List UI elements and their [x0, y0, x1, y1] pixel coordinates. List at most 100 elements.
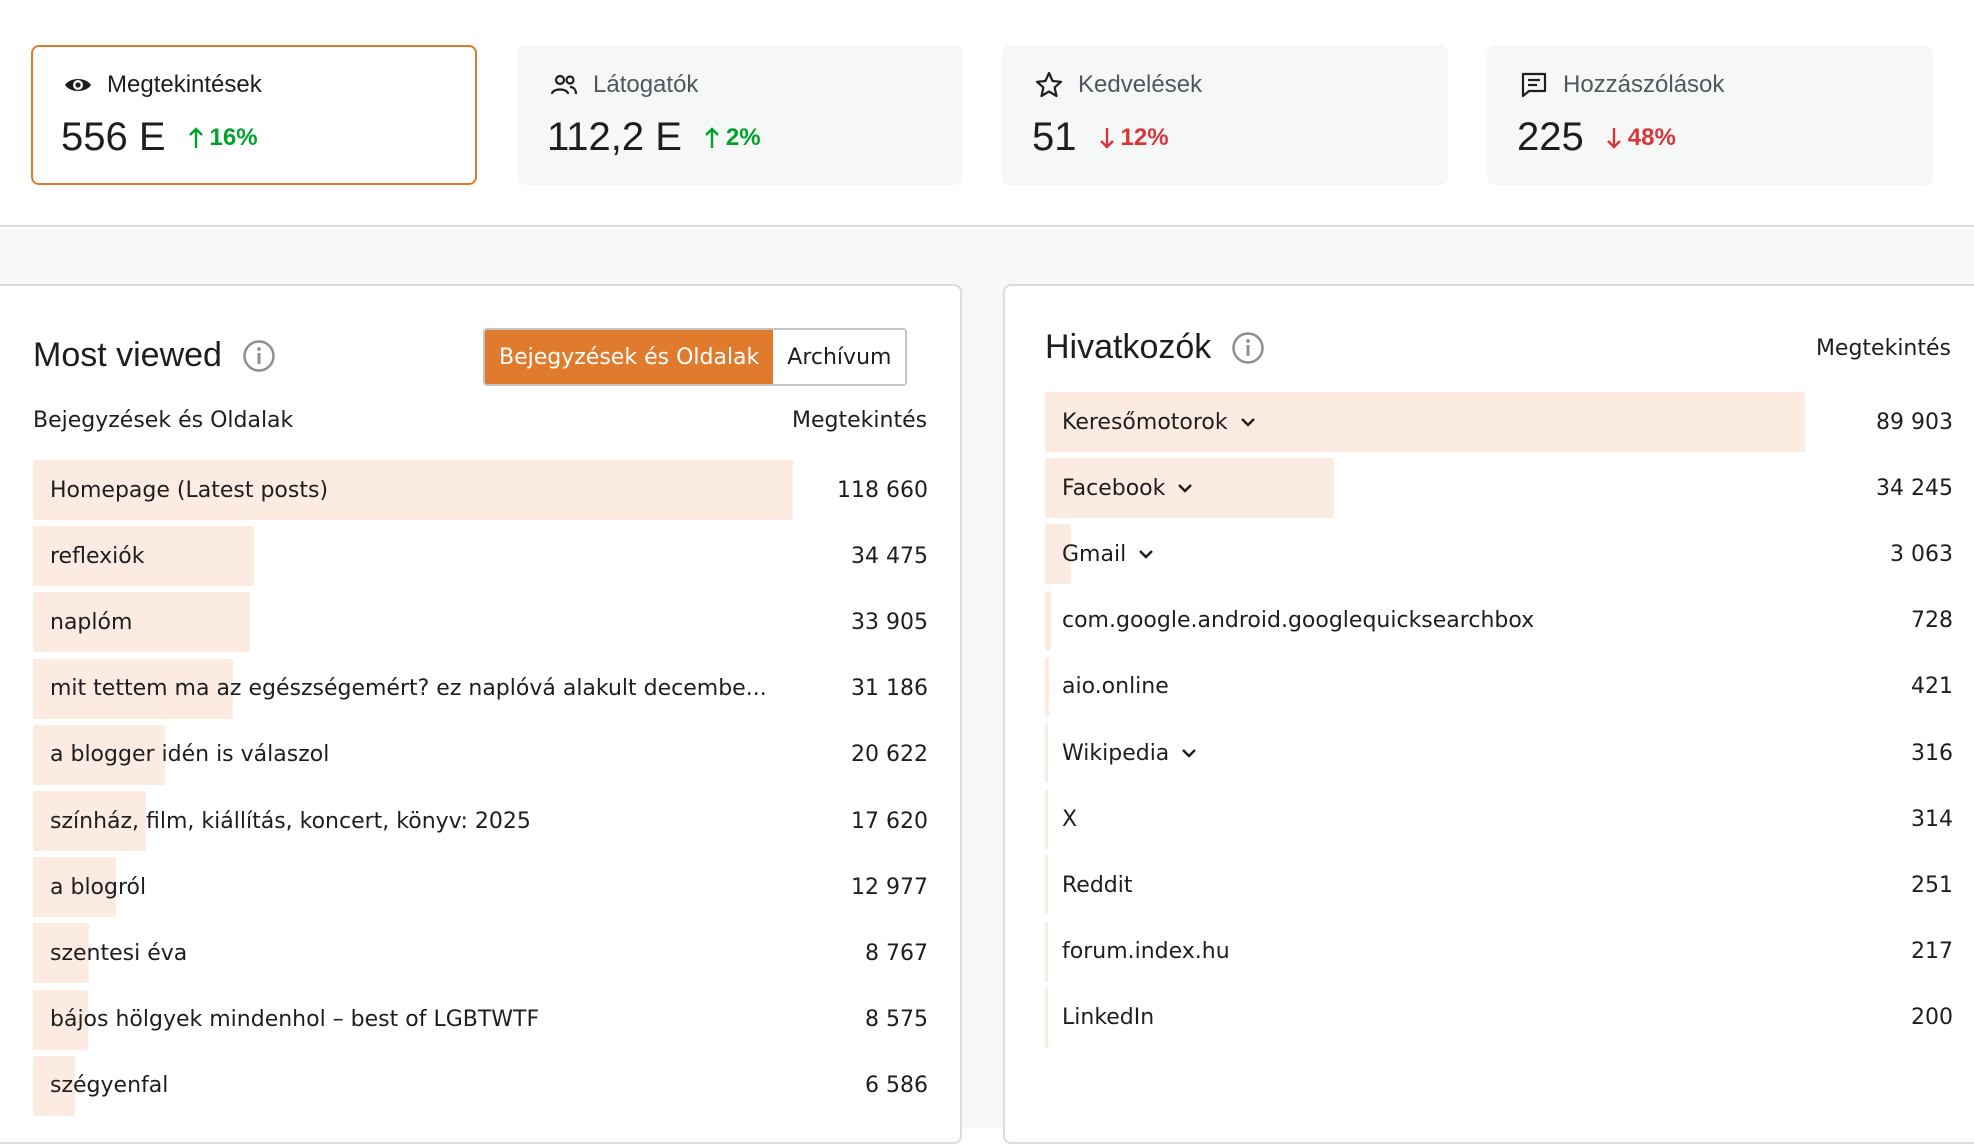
- stat-delta-value: 2%: [725, 124, 761, 151]
- tab-posts-pages[interactable]: Bejegyzések és Oldalak: [485, 330, 774, 384]
- most-viewed-tab-toggle: Bejegyzések és Oldalak Archívum: [483, 328, 908, 386]
- row-label: Keresőmotorok: [1062, 409, 1228, 435]
- row-label-group: X: [1062, 789, 1077, 849]
- referrer-row[interactable]: Facebook 34 245: [1045, 458, 1953, 519]
- stat-card-0[interactable]: Megtekintések 556 E 16%: [31, 45, 477, 185]
- referrers-title-text: Hivatkozók: [1045, 328, 1212, 366]
- referrer-row[interactable]: X 314: [1045, 789, 1953, 850]
- row-value: 34 475: [851, 543, 928, 569]
- arrow-up-icon: [186, 126, 206, 150]
- row-value: 31 186: [851, 676, 928, 702]
- chevron-down-icon[interactable]: [1175, 478, 1195, 498]
- comment-icon: [1519, 70, 1549, 100]
- stat-header: Kedvelések: [1034, 65, 1202, 105]
- row-bar: [33, 857, 116, 918]
- stat-card-2[interactable]: Kedvelések 51 12%: [1002, 45, 1448, 185]
- stat-number: 556 E: [61, 115, 166, 159]
- referrer-row[interactable]: Reddit 251: [1045, 855, 1953, 916]
- most-viewed-row[interactable]: Homepage (Latest posts) 118 660: [33, 460, 928, 520]
- stat-header: Hozzászólások: [1519, 65, 1724, 105]
- info-icon[interactable]: [242, 339, 276, 373]
- arrow-down-icon: [1097, 126, 1117, 150]
- row-value: 728: [1911, 608, 1953, 634]
- stat-label: Megtekintések: [107, 71, 262, 98]
- most-viewed-row[interactable]: a blogról 12 977: [33, 857, 928, 918]
- info-icon[interactable]: [1231, 331, 1265, 365]
- row-bar: [1045, 590, 1051, 651]
- stat-label: Kedvelések: [1078, 71, 1203, 98]
- row-label: szégyenfal: [50, 1073, 169, 1099]
- row-value: 6 586: [865, 1073, 928, 1099]
- row-value: 89 903: [1876, 409, 1953, 435]
- most-viewed-title: Most viewed: [33, 336, 276, 375]
- row-bar: [33, 923, 89, 984]
- most-viewed-row[interactable]: naplóm 33 905: [33, 592, 928, 653]
- chevron-down-icon[interactable]: [1136, 544, 1156, 564]
- row-bar: [1045, 656, 1049, 717]
- most-viewed-row[interactable]: a blogger idén is válaszol 20 622: [33, 724, 928, 785]
- referrer-row[interactable]: Wikipedia 316: [1045, 723, 1953, 783]
- referrers-title: Hivatkozók: [1045, 328, 1265, 367]
- row-value: 33 905: [851, 609, 928, 635]
- tab-archive[interactable]: Archívum: [773, 330, 906, 384]
- stat-label: Hozzászólások: [1563, 71, 1725, 98]
- stat-value-group: 51 12%: [1032, 115, 1169, 160]
- column-header-views: Megtekintés: [792, 408, 928, 433]
- row-bar: [33, 791, 146, 851]
- row-value: 8 767: [865, 940, 928, 966]
- row-value: 316: [1911, 740, 1953, 766]
- referrer-row[interactable]: Keresőmotorok 89 903: [1045, 392, 1953, 452]
- row-bar: [33, 989, 88, 1050]
- stat-value-group: 112,2 E 2%: [547, 115, 761, 160]
- chevron-down-icon[interactable]: [1179, 743, 1199, 763]
- row-label: naplóm: [50, 609, 133, 635]
- arrow-up-icon: [702, 126, 722, 150]
- stat-number: 51: [1032, 115, 1077, 159]
- stat-delta-value: 48%: [1627, 124, 1676, 151]
- referrer-row[interactable]: LinkedIn 200: [1045, 987, 1953, 1048]
- most-viewed-row[interactable]: bájos hölgyek mindenhol – best of LGBTWT…: [33, 989, 928, 1050]
- row-value: 421: [1911, 674, 1953, 700]
- row-value: 3 063: [1890, 541, 1953, 567]
- stat-card-1[interactable]: Látogatók 112,2 E 2%: [517, 45, 963, 185]
- referrer-row[interactable]: aio.online 421: [1045, 656, 1953, 717]
- star-icon: [1034, 70, 1064, 100]
- referrer-row[interactable]: com.google.android.googlequicksearchbox 7…: [1045, 590, 1953, 651]
- row-label: Reddit: [1062, 872, 1133, 898]
- most-viewed-row[interactable]: reflexiók 34 475: [33, 526, 928, 587]
- column-header-posts: Bejegyzések és Oldalak: [33, 408, 294, 433]
- row-label-group: Facebook: [1062, 458, 1195, 518]
- row-label: mit tettem ma az egészségemért? ez napló…: [50, 676, 767, 702]
- most-viewed-row[interactable]: szégyenfal 6 586: [33, 1055, 928, 1116]
- row-bar: [1045, 524, 1071, 585]
- row-label-group: Gmail: [1062, 524, 1156, 584]
- most-viewed-row[interactable]: mit tettem ma az egészségemért? ez napló…: [33, 658, 928, 719]
- most-viewed-panel: Most viewed Bejegyzések és Oldalak Archí…: [0, 284, 962, 1144]
- row-value: 8 575: [865, 1007, 928, 1033]
- stat-delta: 12%: [1097, 124, 1169, 152]
- referrer-row[interactable]: Gmail 3 063: [1045, 524, 1953, 585]
- row-label: reflexiók: [50, 543, 145, 569]
- stat-value-group: 225 48%: [1517, 115, 1676, 160]
- row-value: 118 660: [837, 477, 928, 503]
- row-bar: [1045, 921, 1048, 982]
- row-label-group: Wikipedia: [1062, 723, 1199, 783]
- row-label-group: LinkedIn: [1062, 988, 1154, 1048]
- most-viewed-row[interactable]: szentesi éva 8 767: [33, 923, 928, 984]
- row-label: Wikipedia: [1062, 740, 1170, 766]
- most-viewed-row[interactable]: színház, film, kiállítás, koncert, könyv…: [33, 791, 928, 851]
- row-label: LinkedIn: [1062, 1005, 1155, 1031]
- column-header-views: Megtekintés: [1815, 336, 1951, 361]
- row-label: forum.index.hu: [1062, 939, 1230, 965]
- row-label: szentesi éva: [50, 940, 188, 966]
- row-label: Facebook: [1062, 475, 1166, 501]
- row-label-group: com.google.android.googlequicksearchbox: [1062, 591, 1534, 651]
- row-label: Gmail: [1062, 541, 1127, 567]
- chevron-down-icon[interactable]: [1238, 412, 1258, 432]
- referrer-row[interactable]: forum.index.hu 217: [1045, 921, 1953, 982]
- stat-card-3[interactable]: Hozzászólások 225 48%: [1487, 45, 1933, 185]
- row-bar: [1045, 392, 1805, 452]
- row-label: Homepage (Latest posts): [50, 477, 329, 503]
- eye-icon: [63, 70, 93, 100]
- stat-header: Megtekintések: [63, 65, 262, 105]
